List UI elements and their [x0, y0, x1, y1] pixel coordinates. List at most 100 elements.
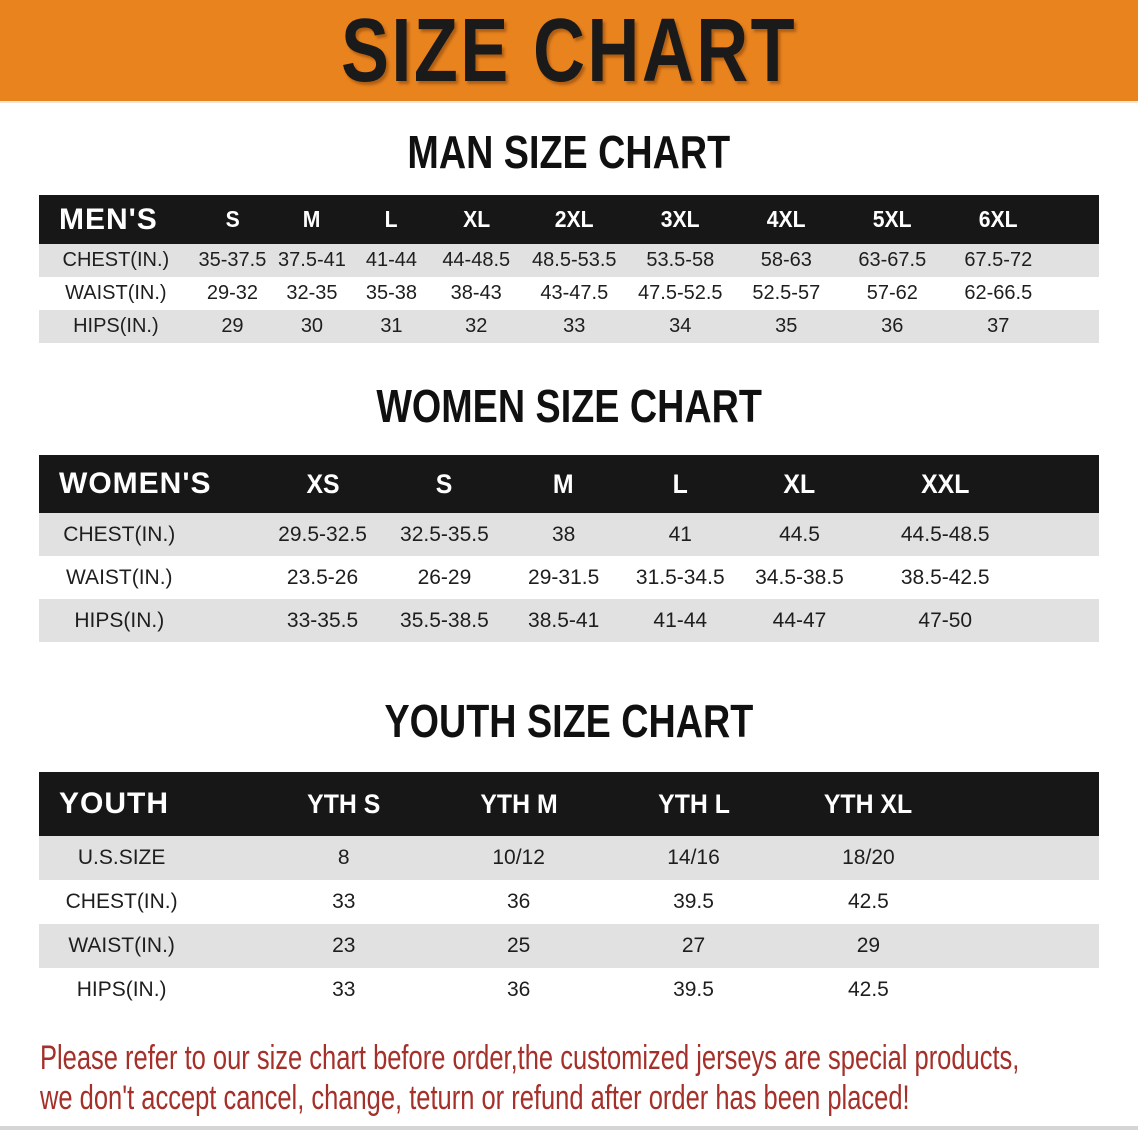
size-label: XL [783, 468, 816, 499]
size-value-cell: 62-66.5 [945, 277, 1052, 310]
size-column-header: XL [738, 455, 861, 513]
size-value-cell: 41-44 [351, 244, 432, 277]
size-value-cell: 33 [256, 968, 432, 1012]
size-value-cell: 42.5 [780, 968, 956, 1012]
measurement-row: WAIST(IN.) 23 25 27 29 [39, 924, 1099, 968]
disclaimer: Please refer to our size chart before or… [40, 1038, 1138, 1118]
women-size-table: WOMEN'S XS S M L XL XXL CHEST(IN.) 29.5-32.5 32.… [39, 455, 1099, 642]
size-value-cell: 8 [256, 836, 432, 880]
size-column-header: 5XL [839, 195, 946, 244]
size-value-cell: 63-67.5 [839, 244, 946, 277]
size-value-cell: 52.5-57 [733, 277, 840, 310]
size-value-cell: 23.5-26 [261, 556, 384, 599]
measurement-label: U.S.SIZE [39, 836, 257, 880]
size-value-cell: 10/12 [431, 836, 607, 880]
size-value-cell: 29.5-32.5 [261, 513, 384, 556]
size-column-header: YTH XL [780, 772, 956, 836]
spacer-cell [1051, 277, 1099, 310]
size-value-cell: 38 [505, 513, 622, 556]
size-value-cell: 44.5-48.5 [860, 513, 1031, 556]
bottom-divider [0, 1126, 1138, 1130]
size-value-cell: 41-44 [621, 599, 739, 642]
size-value-cell: 23 [256, 924, 432, 968]
size-value-cell: 42.5 [780, 880, 956, 924]
measurement-row: CHEST(IN.) 29.5-32.5 32.5-35.5 38 41 44.5 44.5… [39, 513, 1099, 556]
size-value-cell: 47-50 [860, 599, 1031, 642]
group-label: WOMEN'S [39, 455, 262, 513]
size-value-cell: 33-35.5 [261, 599, 384, 642]
youth-heading-text: YOUTH SIZE CHART [384, 695, 754, 747]
size-value-cell: 57-62 [839, 277, 946, 310]
spacer-cell [955, 772, 1099, 836]
women-heading-text: WOMEN SIZE CHART [376, 380, 762, 432]
size-column-header: 6XL [945, 195, 1052, 244]
size-label: 4XL [766, 206, 806, 232]
spacer-cell [1030, 556, 1099, 599]
size-value-cell: 14/16 [606, 836, 781, 880]
size-value-cell: 39.5 [606, 880, 781, 924]
size-value-cell: 38-43 [431, 277, 522, 310]
spacer-cell [1051, 310, 1099, 343]
size-value-cell: 44-47 [738, 599, 861, 642]
size-value-cell: 41 [621, 513, 739, 556]
measurement-label: HIPS(IN.) [39, 599, 262, 642]
size-label: XS [305, 468, 340, 499]
size-value-cell: 39.5 [606, 968, 781, 1012]
measurement-label: CHEST(IN.) [39, 244, 193, 277]
size-column-header: 2XL [521, 195, 628, 244]
measurement-row: U.S.SIZE 8 10/12 14/16 18/20 [39, 836, 1099, 880]
size-value-cell: 38.5-42.5 [860, 556, 1031, 599]
size-value-cell: 29 [192, 310, 273, 343]
size-value-cell: 29-32 [192, 277, 273, 310]
spacer-cell [955, 924, 1099, 968]
measurement-label: WAIST(IN.) [39, 556, 262, 599]
size-column-header: YTH L [606, 772, 781, 836]
size-label: YTH L [657, 788, 730, 819]
header-row: MEN'S S M L XL 2XL 3XL 4XL 5XL 6XL [39, 195, 1099, 244]
size-label: 3XL [660, 206, 700, 232]
size-value-cell: 27 [606, 924, 781, 968]
measurement-row: HIPS(IN.) 29 30 31 32 33 34 35 36 37 [39, 310, 1099, 343]
measurement-label: WAIST(IN.) [39, 277, 193, 310]
spacer-cell [1030, 455, 1099, 513]
size-label: YTH XL [824, 788, 913, 819]
size-value-cell: 36 [431, 880, 607, 924]
size-value-cell: 32-35 [272, 277, 352, 310]
size-column-header: L [621, 455, 739, 513]
size-column-header: 4XL [733, 195, 840, 244]
size-column-header: YTH S [256, 772, 432, 836]
size-value-cell: 35.5-38.5 [383, 599, 506, 642]
size-column-header: S [383, 455, 506, 513]
disclaimer-line-2: we don't accept cancel, change, teturn o… [40, 1079, 910, 1117]
spacer-cell [1030, 599, 1099, 642]
size-value-cell: 53.5-58 [627, 244, 734, 277]
size-value-cell: 37.5-41 [272, 244, 352, 277]
spacer-cell [1051, 244, 1099, 277]
size-value-cell: 67.5-72 [945, 244, 1052, 277]
size-value-cell: 29-31.5 [505, 556, 622, 599]
size-label: L [672, 468, 688, 499]
size-value-cell: 32.5-35.5 [383, 513, 506, 556]
men-heading-text: MAN SIZE CHART [407, 126, 731, 178]
measurement-label: WAIST(IN.) [39, 924, 257, 968]
size-value-cell: 36 [431, 968, 607, 1012]
size-value-cell: 35-37.5 [192, 244, 273, 277]
size-value-cell: 33 [521, 310, 628, 343]
size-value-cell: 35 [733, 310, 840, 343]
measurement-row: CHEST(IN.) 33 36 39.5 42.5 [39, 880, 1099, 924]
spacer-cell [1051, 195, 1099, 244]
size-value-cell: 43-47.5 [521, 277, 628, 310]
size-label: S [436, 468, 453, 499]
size-column-header: M [272, 195, 352, 244]
size-value-cell: 26-29 [383, 556, 506, 599]
measurement-row: WAIST(IN.) 23.5-26 26-29 29-31.5 31.5-34.5 34… [39, 556, 1099, 599]
measurement-label: HIPS(IN.) [39, 968, 257, 1012]
header-row: WOMEN'S XS S M L XL XXL [39, 455, 1099, 513]
measurement-row: CHEST(IN.) 35-37.5 37.5-41 41-44 44-48.5 48.5… [39, 244, 1099, 277]
spacer-cell [955, 968, 1099, 1012]
measurement-row: HIPS(IN.) 33-35.5 35.5-38.5 38.5-41 41-44 44-… [39, 599, 1099, 642]
size-label: L [384, 206, 398, 232]
size-value-cell: 25 [431, 924, 607, 968]
size-label: 6XL [978, 206, 1018, 232]
youth-section-heading: YOUTH SIZE CHART [0, 698, 1138, 744]
